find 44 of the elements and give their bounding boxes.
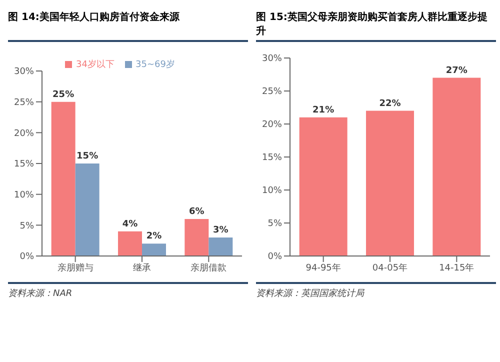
x-tick-label: 94-95年 <box>306 262 341 274</box>
bar <box>51 102 76 256</box>
y-tick-label: 30% <box>262 54 282 64</box>
bar <box>432 78 481 256</box>
data-label: 21% <box>312 105 334 116</box>
x-tick-label: 继承 <box>133 262 151 274</box>
data-label: 15% <box>76 152 98 162</box>
text: 资料来源：英国国家统计局 <box>256 282 496 300</box>
chart-title: 图 14:美国年轻人口购房首付资金来源 <box>8 8 248 42</box>
legend-label: 34岁以下 <box>76 60 114 70</box>
y-tick-label: 5% <box>268 219 282 230</box>
text: 资料来源：NAR <box>8 282 248 300</box>
bar <box>142 244 166 256</box>
data-label: 27% <box>446 66 468 76</box>
bar <box>299 117 348 256</box>
bar <box>184 219 209 256</box>
data-label: 6% <box>189 207 204 217</box>
y-tick-label: 0% <box>268 252 282 262</box>
data-label: 4% <box>122 219 138 230</box>
chart-title: 图 15:英国父母亲朋资助购买首套房人群比重逐步提升 <box>256 8 496 42</box>
y-tick-label: 10% <box>262 186 282 196</box>
y-tick-label: 15% <box>14 160 34 170</box>
bar <box>75 164 100 256</box>
y-tick-label: 5% <box>20 221 34 232</box>
data-label: 22% <box>379 98 401 109</box>
legend-label: 35~69岁 <box>136 60 175 70</box>
bar <box>366 110 414 256</box>
y-tick-label: 0% <box>20 252 34 262</box>
x-tick-label: 04-05年 <box>372 262 408 274</box>
y-tick-label: 30% <box>14 67 34 78</box>
bar <box>208 238 233 256</box>
y-tick-label: 20% <box>262 120 282 130</box>
x-tick-label: 亲朋借款 <box>190 262 227 274</box>
y-tick-label: 15% <box>262 153 282 164</box>
y-tick-label: 25% <box>14 98 34 108</box>
bar <box>118 231 142 256</box>
y-tick-label: 25% <box>262 87 282 98</box>
y-tick-label: 10% <box>14 190 34 201</box>
data-label: 2% <box>146 232 162 242</box>
data-label: 3% <box>213 226 228 236</box>
y-tick-label: 20% <box>14 128 34 139</box>
x-tick-label: 亲朋赠与 <box>57 262 94 274</box>
x-tick-label: 14-15年 <box>439 262 474 274</box>
data-label: 25% <box>52 90 74 100</box>
